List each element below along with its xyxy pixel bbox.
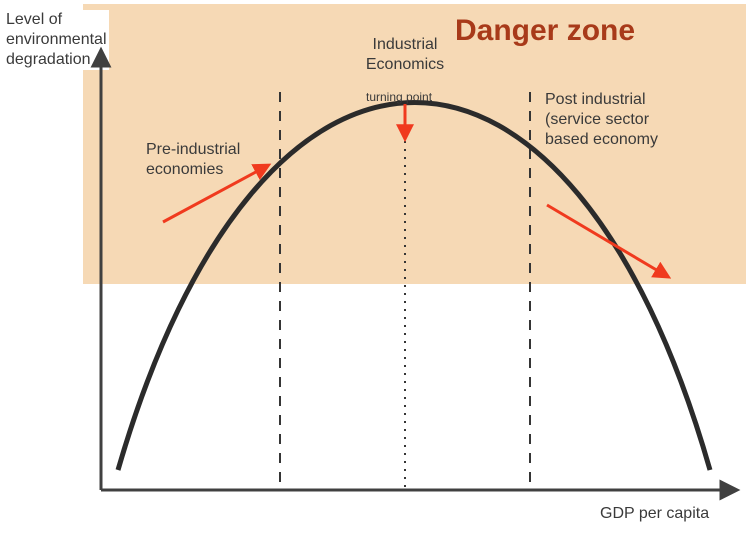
label-post-industrial-line2: (service sector (545, 111, 649, 128)
label-post-industrial-line3: based economy (545, 131, 658, 148)
label-post-industrial: Post industrial (service sector based ec… (545, 90, 658, 150)
label-pre-industrial: Pre-industrial economies (146, 140, 240, 180)
arrow-post-industrial (547, 205, 665, 275)
kuznets-chart (0, 0, 754, 535)
label-turning-point: turning point (366, 90, 432, 104)
label-post-industrial-line1: Post industrial (545, 91, 646, 108)
label-industrial-line1: Industrial (373, 36, 438, 53)
label-industrial-line2: Economics (366, 56, 444, 73)
label-pre-industrial-line1: Pre-industrial (146, 141, 240, 158)
x-axis-label: GDP per capita (600, 505, 709, 523)
label-pre-industrial-line2: economies (146, 161, 223, 178)
label-industrial: Industrial Economics (345, 35, 465, 75)
